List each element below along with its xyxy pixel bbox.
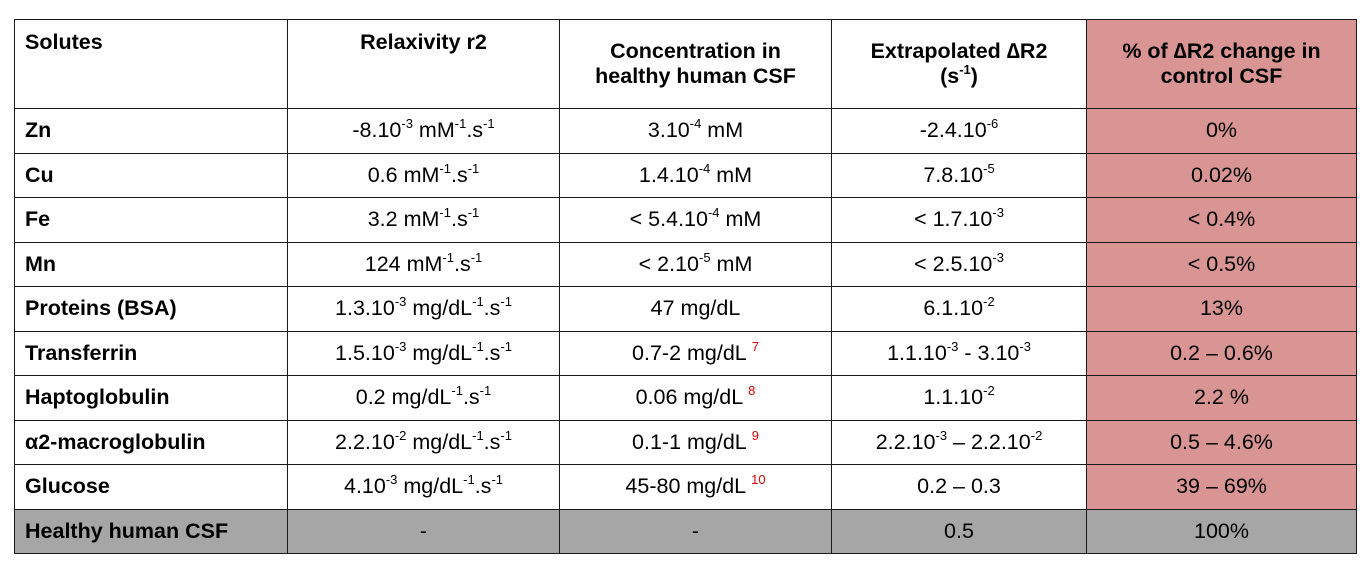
delta-r2-value: < 2.5.10-3 [831, 241, 1087, 287]
solute-name: Proteins (BSA) [14, 286, 288, 332]
delta-r2-value: 7.8.10-5 [831, 152, 1087, 198]
header-concentration: Concentration in healthy human CSF [559, 19, 832, 109]
relaxivity-value: -8.10-3 mM-1.s-1 [287, 108, 560, 154]
concentration-value: 1.4.10-4 mM [559, 152, 832, 198]
delta-r2-value: 0.2 – 0.3 [831, 464, 1087, 510]
relaxivity-value: 0.2 mg/dL-1.s-1 [287, 375, 560, 421]
table-row: Proteins (BSA) 1.3.10-3 mg/dL-1.s-1 47 mg/… [14, 286, 1357, 332]
total-delta: 0.5 [831, 508, 1087, 554]
reference-mark: 7 [751, 338, 759, 354]
delta-r2-value: 6.1.10-2 [831, 286, 1087, 332]
total-row: Healthy human CSF - - 0.5 100% [14, 508, 1357, 554]
solute-name: Haptoglobulin [14, 375, 288, 421]
solute-name: Transferrin [14, 330, 288, 376]
relaxivity-value: 2.2.10-2 mg/dL-1.s-1 [287, 419, 560, 465]
percent-change-value: 13% [1086, 286, 1357, 332]
header-delta-line1: Extrapolated ∆R2 [870, 39, 1048, 64]
percent-change-value: 2.2 % [1086, 375, 1357, 421]
percent-change-value: 0.02% [1086, 152, 1357, 198]
percent-change-value: 0% [1086, 108, 1357, 154]
total-relaxivity: - [287, 508, 560, 554]
percent-change-value: 0.2 – 0.6% [1086, 330, 1357, 376]
reference-mark: 10 [751, 472, 766, 488]
concentration-value: 3.10-4 mM [559, 108, 832, 154]
concentration-value: 0.1-1 mg/dL 9 [559, 419, 832, 465]
total-percent: 100% [1086, 508, 1357, 554]
solute-name: Cu [14, 152, 288, 198]
table-row: Glucose 4.10-3 mg/dL-1.s-1 45-80 mg/dL 10 0.… [14, 464, 1357, 510]
total-solute: Healthy human CSF [14, 508, 288, 554]
solute-name: Zn [14, 108, 288, 154]
reference-mark: 8 [748, 383, 756, 399]
relaxivity-value: 1.5.10-3 mg/dL-1.s-1 [287, 330, 560, 376]
relaxivity-value: 0.6 mM-1.s-1 [287, 152, 560, 198]
header-concentration-line1: Concentration in [610, 39, 781, 64]
header-row: Solutes Relaxivity r2 Concentration in h… [14, 19, 1357, 109]
header-percent-line2: control CSF [1160, 64, 1283, 88]
total-concentration: - [559, 508, 832, 554]
percent-change-value: < 0.4% [1086, 197, 1357, 243]
relaxivity-table: Solutes Relaxivity r2 Concentration in h… [14, 19, 1357, 554]
table-row: Haptoglobulin 0.2 mg/dL-1.s-1 0.06 mg/dL 8 1… [14, 375, 1357, 421]
header-relaxivity: Relaxivity r2 [287, 19, 560, 109]
header-solutes: Solutes [14, 19, 288, 109]
header-concentration-line2: healthy human CSF [595, 64, 796, 88]
delta-r2-value: -2.4.10-6 [831, 108, 1087, 154]
table-row: Mn 124 mM-1.s-1 < 2.10-5 mM < 2.5.10-3 < 0.5… [14, 241, 1357, 287]
table-row: Zn -8.10-3 mM-1.s-1 3.10-4 mM -2.4.10-6 0% [14, 108, 1357, 154]
percent-change-value: 0.5 – 4.6% [1086, 419, 1357, 465]
solute-name: Fe [14, 197, 288, 243]
table-row: Cu 0.6 mM-1.s-1 1.4.10-4 mM 7.8.10-5 0.02% [14, 152, 1357, 198]
relaxivity-value: 4.10-3 mg/dL-1.s-1 [287, 464, 560, 510]
concentration-value: 0.06 mg/dL 8 [559, 375, 832, 421]
concentration-value: < 5.4.10-4 mM [559, 197, 832, 243]
relaxivity-value: 3.2 mM-1.s-1 [287, 197, 560, 243]
concentration-value: 47 mg/dL [559, 286, 832, 332]
header-percent-change: % of ∆R2 change in control CSF [1086, 19, 1357, 109]
percent-change-value: 39 – 69% [1086, 464, 1357, 510]
concentration-value: 45-80 mg/dL 10 [559, 464, 832, 510]
relaxivity-value: 124 mM-1.s-1 [287, 241, 560, 287]
solute-name: Mn [14, 241, 288, 287]
reference-mark: 9 [751, 427, 759, 443]
header-delta-r2: Extrapolated ∆R2 (s-1) [831, 19, 1087, 109]
solute-name: Glucose [14, 464, 288, 510]
solute-name: α2-macroglobulin [14, 419, 288, 465]
concentration-value: 0.7-2 mg/dL 7 [559, 330, 832, 376]
relaxivity-value: 1.3.10-3 mg/dL-1.s-1 [287, 286, 560, 332]
table-body: Zn -8.10-3 mM-1.s-1 3.10-4 mM -2.4.10-6 0% Cu… [14, 108, 1357, 510]
table-row: α2-macroglobulin 2.2.10-2 mg/dL-1.s-1 0.1-… [14, 419, 1357, 465]
header-percent-line1: % of ∆R2 change in [1122, 39, 1321, 64]
delta-r2-value: 1.1.10-2 [831, 375, 1087, 421]
delta-r2-value: 1.1.10-3 - 3.10-3 [831, 330, 1087, 376]
header-delta-unit: (s-1) [940, 62, 978, 88]
delta-r2-value: < 1.7.10-3 [831, 197, 1087, 243]
table-row: Transferrin 1.5.10-3 mg/dL-1.s-1 0.7-2 mg/… [14, 330, 1357, 376]
table-row: Fe 3.2 mM-1.s-1 < 5.4.10-4 mM < 1.7.10-3 < 0… [14, 197, 1357, 243]
percent-change-value: < 0.5% [1086, 241, 1357, 287]
concentration-value: < 2.10-5 mM [559, 241, 832, 287]
delta-r2-value: 2.2.10-3 – 2.2.10-2 [831, 419, 1087, 465]
